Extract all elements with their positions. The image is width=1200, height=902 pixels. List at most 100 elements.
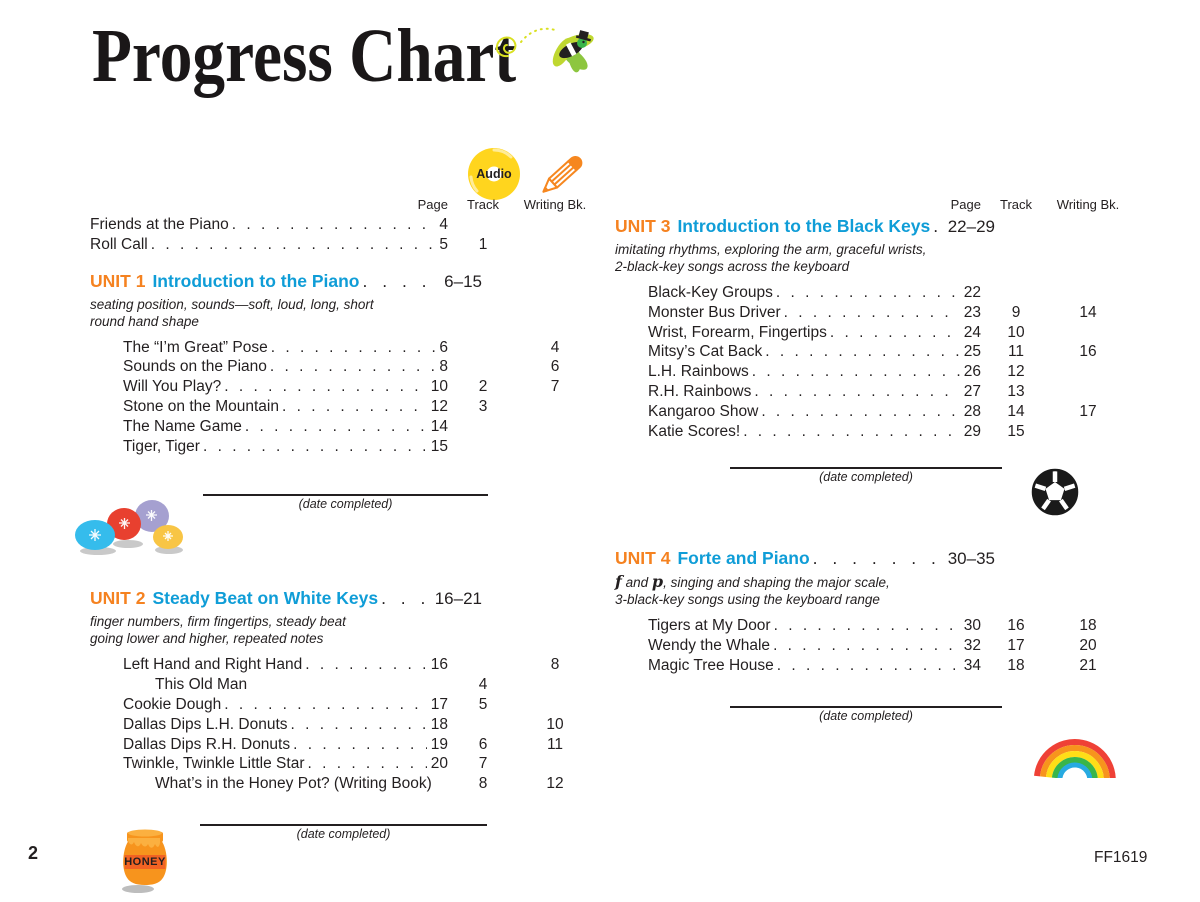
soccer-ball-icon: [1030, 467, 1080, 522]
toc-writing-number: 12: [546, 775, 564, 793]
toc-page-number: 24: [963, 323, 981, 341]
dot-leader: . . . . . . . . . . . . . . . . . . . . …: [244, 417, 427, 435]
toc-title: Wrist, Forearm, Fingertips: [648, 323, 827, 341]
dot-leader: . . . . . . . . . . . . . . . . . . . . …: [307, 755, 426, 773]
dot-leader: . . . . . . . . . . . . . . . . . . . . …: [362, 270, 441, 291]
toc-title: Stone on the Mountain: [123, 397, 279, 415]
left-column: Page Track Writing Bk. Friends at the Pi…: [75, 197, 592, 902]
toc-page-number: 30: [963, 617, 981, 635]
dot-leader: . . . . . . . . . . . . . . . . . . . . …: [776, 656, 960, 674]
unit-3-page-range: 22–29: [947, 217, 995, 236]
unit-3-title: Introduction to the Black Keys: [677, 216, 931, 236]
dot-leader: . . . . . . . . . . . . . . . . . . . . …: [290, 715, 427, 733]
toc-title: This Old Man: [155, 676, 248, 694]
toc-writing-number: 20: [1079, 637, 1097, 655]
toc-page-number: 32: [963, 637, 981, 655]
dot-leader: . . . . . . . . . . . . . . . . . . . . …: [775, 284, 960, 301]
toc-writing-number: 14: [1079, 303, 1097, 321]
writing-column-header: Writing Bk.: [1056, 197, 1120, 212]
toc-row: Friends at the Piano . . . . . . . . . .…: [90, 215, 592, 235]
dot-leader: . . . . . . . . . . . . . . . . . . . . …: [305, 656, 427, 674]
unit-1-section: UNIT 1 Introduction to the Piano . . . .…: [90, 270, 592, 457]
unit-1-song-list: The “I’m Great” Pose . . . . . . . . . .…: [90, 338, 592, 457]
toc-page-number: 10: [430, 378, 448, 396]
toc-page-number: 20: [430, 755, 448, 773]
unit-3-date-completed-block: (date completed): [615, 467, 1125, 545]
dot-leader: . . . . . . . . . . . . . . . . . . . . …: [751, 363, 960, 381]
intro-row-list: Friends at the Piano . . . . . . . . . .…: [90, 215, 592, 255]
toc-track-number: 2: [478, 378, 488, 396]
unit-4-title: Forte and Piano: [677, 548, 810, 569]
date-completed-label: (date completed): [819, 708, 913, 723]
dot-leader: . . . . . . . . . . . . . . . . . . . . …: [783, 303, 960, 321]
sparkle-balloons-icon: [72, 494, 184, 563]
firefly-icon: [483, 12, 601, 89]
toc-page-number: 12: [430, 397, 448, 415]
toc-row: Sounds on the Piano . . . . . . . . . . …: [90, 357, 592, 377]
dot-leader: . . . . . . . . . . . . . . . . . . . . …: [765, 343, 959, 361]
toc-track-number: 17: [1007, 637, 1025, 655]
toc-page-number: 6: [439, 338, 448, 356]
date-completed-line[interactable]: (date completed): [730, 467, 1002, 484]
column-headers-left: Page Track Writing Bk.: [90, 197, 592, 213]
dot-leader: . . . . . . . . . . . . . . . . . . . . …: [224, 378, 427, 396]
toc-track-number: 8: [478, 775, 488, 793]
date-completed-line[interactable]: (date completed): [203, 494, 488, 511]
toc-writing-number: 17: [1079, 402, 1097, 420]
unit-1-description-line1: seating position, sounds—soft, loud, lon…: [90, 296, 374, 312]
unit-1-title: Introduction to the Piano: [152, 270, 360, 291]
dot-leader: . . . . . . . . . . . . . . . . . . . . …: [281, 397, 427, 415]
toc-track-number: 14: [1007, 402, 1025, 420]
toc-title: Will You Play?: [123, 378, 222, 396]
toc-writing-number: 21: [1079, 656, 1097, 674]
dot-leader: . . . . . . . . . . . . . . . . . . . . …: [829, 323, 960, 341]
toc-row: Dallas Dips R.H. Donuts . . . . . . . . …: [90, 735, 592, 755]
toc-page-number: 14: [430, 417, 448, 435]
toc-row: Magic Tree House . . . . . . . . . . . .…: [615, 656, 1125, 676]
toc-page-number: 4: [439, 216, 448, 233]
toc-title: Monster Bus Driver: [648, 303, 781, 321]
unit-3-description: imitating rhythms, exploring the arm, gr…: [615, 241, 1125, 275]
dot-leader: . . . . . . . . . . . . . . . . . . . . …: [270, 338, 436, 356]
column-headers-right: Page Track Writing Bk.: [615, 197, 1125, 213]
toc-track-number: 9: [1011, 303, 1021, 321]
toc-row: Wrist, Forearm, Fingertips . . . . . . .…: [615, 323, 1125, 343]
toc-page-number: 16: [430, 656, 448, 674]
unit-4-date-completed-block: (date completed): [615, 705, 1125, 785]
toc-writing-number: 6: [550, 358, 560, 376]
toc-title: R.H. Rainbows: [648, 382, 752, 400]
toc-row: Cookie Dough . . . . . . . . . . . . . .…: [90, 695, 592, 715]
toc-track-number: 13: [1007, 382, 1025, 400]
unit-2-date-completed-block: HONEY (date completed): [90, 823, 592, 902]
toc-page-number: 34: [963, 656, 981, 674]
unit-2-section: UNIT 2 Steady Beat on White Keys . . . .…: [90, 587, 592, 794]
toc-row: Dallas Dips L.H. Donuts . . . . . . . . …: [90, 715, 592, 735]
toc-row: Black-Key Groups . . . . . . . . . . . .…: [615, 283, 1125, 303]
unit-4-song-list: Tigers at My Door . . . . . . . . . . . …: [615, 616, 1125, 675]
toc-track-number: 5: [478, 695, 488, 713]
toc-row: Roll Call . . . . . . . . . . . . . . . …: [90, 235, 592, 255]
unit-4-description-line1: f and p, singing and shaping the major s…: [615, 573, 1125, 591]
toc-page-number: 29: [963, 422, 981, 440]
toc-track-number: 18: [1007, 656, 1025, 674]
honey-pot-label: HONEY: [124, 855, 166, 868]
page-column-header: Page: [417, 197, 448, 212]
unit-1-date-completed-block: (date completed): [75, 494, 592, 572]
toc-row: Wendy the Whale . . . . . . . . . . . . …: [615, 636, 1125, 656]
date-completed-label: (date completed): [298, 497, 393, 512]
toc-writing-number: 4: [550, 338, 560, 356]
unit-2-song-list: Left Hand and Right Hand . . . . . . . .…: [90, 655, 592, 794]
toc-row: L.H. Rainbows . . . . . . . . . . . . . …: [615, 362, 1125, 382]
unit-2-title: Steady Beat on White Keys: [152, 588, 379, 609]
unit-3-description-line1: imitating rhythms, exploring the arm, gr…: [615, 242, 927, 257]
unit-3-description-line2: 2-black-key songs across the keyboard: [615, 259, 850, 274]
toc-title: Dallas Dips L.H. Donuts: [123, 715, 288, 733]
toc-row: Twinkle, Twinkle Little Star . . . . . .…: [90, 754, 592, 774]
date-completed-line[interactable]: (date completed): [730, 705, 1002, 723]
toc-track-number: 15: [1007, 422, 1025, 440]
dot-leader: . . . . . . . . . . . . . . . . . . . . …: [761, 402, 959, 420]
unit-3-song-list: Black-Key Groups . . . . . . . . . . . .…: [615, 283, 1125, 441]
toc-row: R.H. Rainbows . . . . . . . . . . . . . …: [615, 382, 1125, 402]
date-completed-line[interactable]: (date completed): [200, 823, 487, 841]
unit-3-section: UNIT 3 Introduction to the Black Keys . …: [615, 215, 1125, 441]
